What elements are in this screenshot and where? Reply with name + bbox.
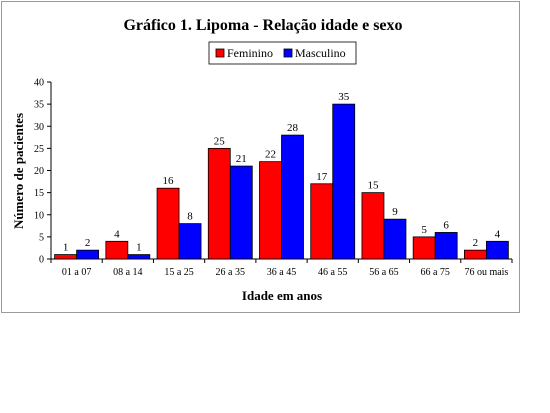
data-label-masculino: 21 bbox=[236, 153, 247, 165]
data-label-masculino: 8 bbox=[187, 211, 193, 223]
bar-masculino bbox=[383, 218, 407, 260]
y-tick-label: 10 bbox=[34, 210, 44, 221]
bars bbox=[54, 103, 509, 260]
data-label-feminino: 22 bbox=[265, 149, 276, 161]
bar-masculino bbox=[485, 240, 509, 260]
y-axis-title: Número de pacientes bbox=[11, 113, 26, 229]
data-label-feminino: 2 bbox=[473, 237, 479, 249]
legend: Feminino Masculino bbox=[208, 41, 357, 65]
x-tick-label: 76 ou mais bbox=[464, 267, 508, 278]
bar-masculino bbox=[434, 232, 458, 260]
data-label-feminino: 25 bbox=[214, 135, 226, 147]
bar-feminino bbox=[105, 240, 129, 260]
bar-feminino bbox=[207, 147, 231, 260]
data-label-feminino: 15 bbox=[367, 180, 379, 192]
y-tick-label: 30 bbox=[34, 122, 44, 133]
data-label-masculino: 6 bbox=[443, 219, 449, 231]
bar-masculino bbox=[229, 165, 253, 260]
data-label-feminino: 1 bbox=[63, 242, 69, 254]
bar-feminino bbox=[463, 249, 487, 260]
bar-masculino bbox=[127, 254, 151, 260]
bar-feminino bbox=[259, 161, 282, 260]
data-label-masculino: 2 bbox=[85, 237, 91, 249]
bar-masculino bbox=[332, 103, 356, 260]
y-tick-label: 20 bbox=[34, 166, 44, 177]
data-label-masculino: 35 bbox=[338, 91, 350, 103]
y-tick-label: 25 bbox=[34, 144, 44, 155]
bar-masculino bbox=[281, 134, 304, 260]
data-labels: 1 2 4 1 16 8 25 21 22 28 17 35 15 9 5 6 2 4 bbox=[63, 91, 501, 253]
y-tick-label: 35 bbox=[34, 100, 44, 111]
x-tick-label: 66 a 75 bbox=[420, 267, 449, 278]
bar-masculino bbox=[178, 223, 202, 260]
x-tick-label: 08 a 14 bbox=[113, 267, 142, 278]
x-axis-title: Idade em anos bbox=[242, 288, 322, 303]
y-tick-label: 5 bbox=[39, 232, 44, 243]
bar-feminino bbox=[54, 254, 78, 260]
legend-swatch-feminino bbox=[215, 48, 225, 58]
legend-label-masculino: Masculino bbox=[295, 46, 346, 60]
data-label-masculino: 9 bbox=[392, 206, 398, 218]
x-ticks: 01 a 07 08 a 14 15 a 25 26 a 35 36 a 45 46 a … bbox=[50, 259, 513, 278]
x-tick-label: 46 a 55 bbox=[318, 267, 347, 278]
bar-feminino bbox=[412, 236, 436, 260]
data-label-feminino: 17 bbox=[316, 171, 328, 183]
y-ticks: 0 5 10 15 20 25 30 35 40 bbox=[34, 78, 51, 266]
chart-title: Gráfico 1. Lipoma - Relação idade e sexo bbox=[123, 17, 402, 34]
x-tick-label: 15 a 25 bbox=[164, 267, 193, 278]
bar-feminino bbox=[156, 187, 180, 260]
x-tick-label: 26 a 35 bbox=[216, 267, 245, 278]
data-label-feminino: 5 bbox=[421, 224, 427, 236]
x-tick-label: 01 a 07 bbox=[62, 267, 91, 278]
y-tick-label: 40 bbox=[34, 78, 44, 89]
x-tick-label: 56 a 65 bbox=[369, 267, 398, 278]
data-label-masculino: 1 bbox=[136, 242, 142, 254]
data-label-feminino: 16 bbox=[163, 175, 175, 187]
bar-masculino bbox=[76, 249, 100, 260]
bar-feminino bbox=[310, 183, 334, 260]
y-tick-label: 0 bbox=[39, 255, 44, 266]
legend-label-feminino: Feminino bbox=[227, 46, 273, 60]
data-label-masculino: 28 bbox=[287, 122, 299, 134]
legend-swatch-masculino bbox=[283, 48, 293, 58]
y-tick-label: 15 bbox=[34, 188, 44, 199]
data-label-feminino: 4 bbox=[114, 228, 120, 240]
data-label-masculino: 4 bbox=[495, 228, 501, 240]
x-tick-label: 36 a 45 bbox=[267, 267, 296, 278]
bar-feminino bbox=[361, 192, 385, 260]
